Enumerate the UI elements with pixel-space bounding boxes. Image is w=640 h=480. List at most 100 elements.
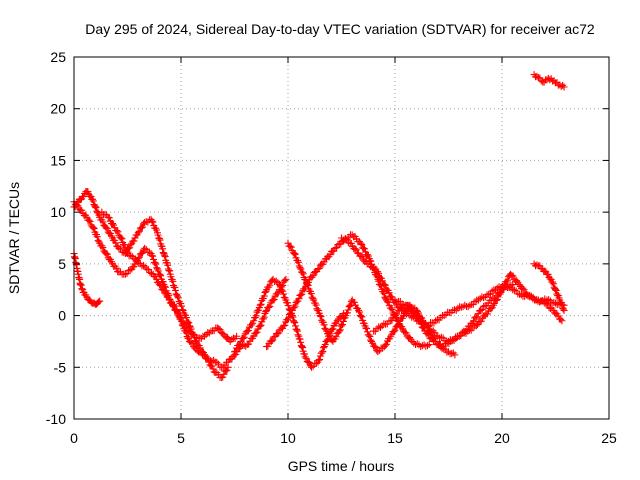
track-e-point xyxy=(337,313,345,321)
track-f-point xyxy=(388,306,396,314)
track-k-point xyxy=(544,270,552,278)
track-i-point xyxy=(522,290,530,298)
track-f-point xyxy=(406,334,414,342)
track-g-point xyxy=(309,295,317,303)
track-e-point xyxy=(290,318,298,326)
track-g-point xyxy=(363,325,371,333)
track-g-point xyxy=(357,312,365,320)
track-j-point xyxy=(415,314,423,322)
track-d-point xyxy=(140,261,148,269)
track-c-point xyxy=(89,197,97,205)
track-j-point xyxy=(455,332,463,340)
track-d-point xyxy=(168,301,176,309)
track-e-point xyxy=(305,359,313,367)
x-tick-label: 20 xyxy=(494,430,510,446)
track-e-point xyxy=(279,287,287,295)
track-f-point xyxy=(326,251,334,259)
track-i-point xyxy=(509,272,517,280)
track-e-point xyxy=(248,321,256,329)
track-b-point xyxy=(151,259,159,267)
track-b-point xyxy=(282,275,290,283)
track-h-point xyxy=(375,269,383,277)
track-f-point xyxy=(360,244,368,252)
track-h-point xyxy=(351,244,359,252)
track-i-point xyxy=(425,331,433,339)
x-tick-label: 0 xyxy=(70,430,78,446)
track-f-point xyxy=(408,337,416,345)
track-d-point xyxy=(133,258,141,266)
track-d-point xyxy=(117,234,125,242)
track-i-point xyxy=(503,278,511,286)
track-c-point xyxy=(185,319,193,327)
track-g-point xyxy=(390,328,398,336)
track-c-point xyxy=(112,239,120,247)
track-b-point xyxy=(125,267,133,275)
track-i-point xyxy=(435,341,443,349)
track-e-point xyxy=(244,326,252,334)
track-e-point xyxy=(320,344,328,352)
track-f-point xyxy=(402,329,410,337)
track-f-point xyxy=(363,251,371,259)
track-d-point xyxy=(132,255,140,263)
track-e-point xyxy=(293,326,301,334)
track-c-point xyxy=(130,237,138,245)
track-d-point xyxy=(146,269,154,277)
track-b-point xyxy=(273,290,281,298)
track-i-point xyxy=(375,323,383,331)
track-g-point xyxy=(295,262,303,270)
track-b-point xyxy=(138,249,146,257)
track-k-point xyxy=(552,287,560,294)
track-j-point xyxy=(409,308,417,316)
track-j-point xyxy=(478,306,486,314)
track-e-point xyxy=(294,331,302,339)
track-h-point xyxy=(374,268,382,276)
track-g-point xyxy=(299,270,307,278)
track-e-point xyxy=(298,342,306,350)
track-e-point xyxy=(276,282,284,290)
track-h-point xyxy=(357,252,365,260)
track-f-point xyxy=(382,295,390,303)
track-k-point xyxy=(549,278,557,286)
track-b-point xyxy=(259,315,267,323)
data-marks xyxy=(70,71,568,382)
track-c-point xyxy=(224,363,232,371)
track-c-point xyxy=(99,218,107,226)
track-c-point xyxy=(93,207,101,215)
track-h-point xyxy=(545,296,553,304)
track-g-point xyxy=(358,313,366,321)
track-k-point xyxy=(552,286,559,294)
track-b-point xyxy=(260,313,268,321)
track-l-point xyxy=(560,83,568,91)
track-e-point xyxy=(304,358,312,366)
track-j-point xyxy=(419,318,427,326)
track-c-point xyxy=(155,235,163,243)
track-c-point xyxy=(84,188,92,196)
track-e-point xyxy=(284,302,292,310)
track-b-point xyxy=(112,264,120,272)
track-e-point xyxy=(239,334,247,342)
track-f-point xyxy=(331,244,339,252)
track-e-point xyxy=(272,277,280,285)
track-h-point xyxy=(510,286,518,294)
track-i-point xyxy=(544,301,552,309)
track-c-point xyxy=(223,366,231,374)
track-e-point xyxy=(275,281,283,289)
track-d-point xyxy=(121,243,129,251)
track-f-point xyxy=(290,304,298,312)
track-j-point xyxy=(492,292,500,300)
track-g-point xyxy=(326,332,334,340)
track-g-point xyxy=(320,321,328,329)
track-e-point xyxy=(328,326,336,334)
track-c-point xyxy=(103,225,111,233)
track-f-point xyxy=(284,314,292,322)
track-g-point xyxy=(345,303,353,311)
track-f-point xyxy=(274,330,282,338)
track-l-point xyxy=(536,74,544,82)
track-k-point xyxy=(558,301,566,309)
track-d-point xyxy=(161,289,169,297)
y-tick-label: 25 xyxy=(50,49,66,65)
track-e-point xyxy=(293,327,301,335)
track-b-point xyxy=(93,233,101,241)
track-i-point xyxy=(388,316,396,324)
track-f-point xyxy=(280,322,288,330)
